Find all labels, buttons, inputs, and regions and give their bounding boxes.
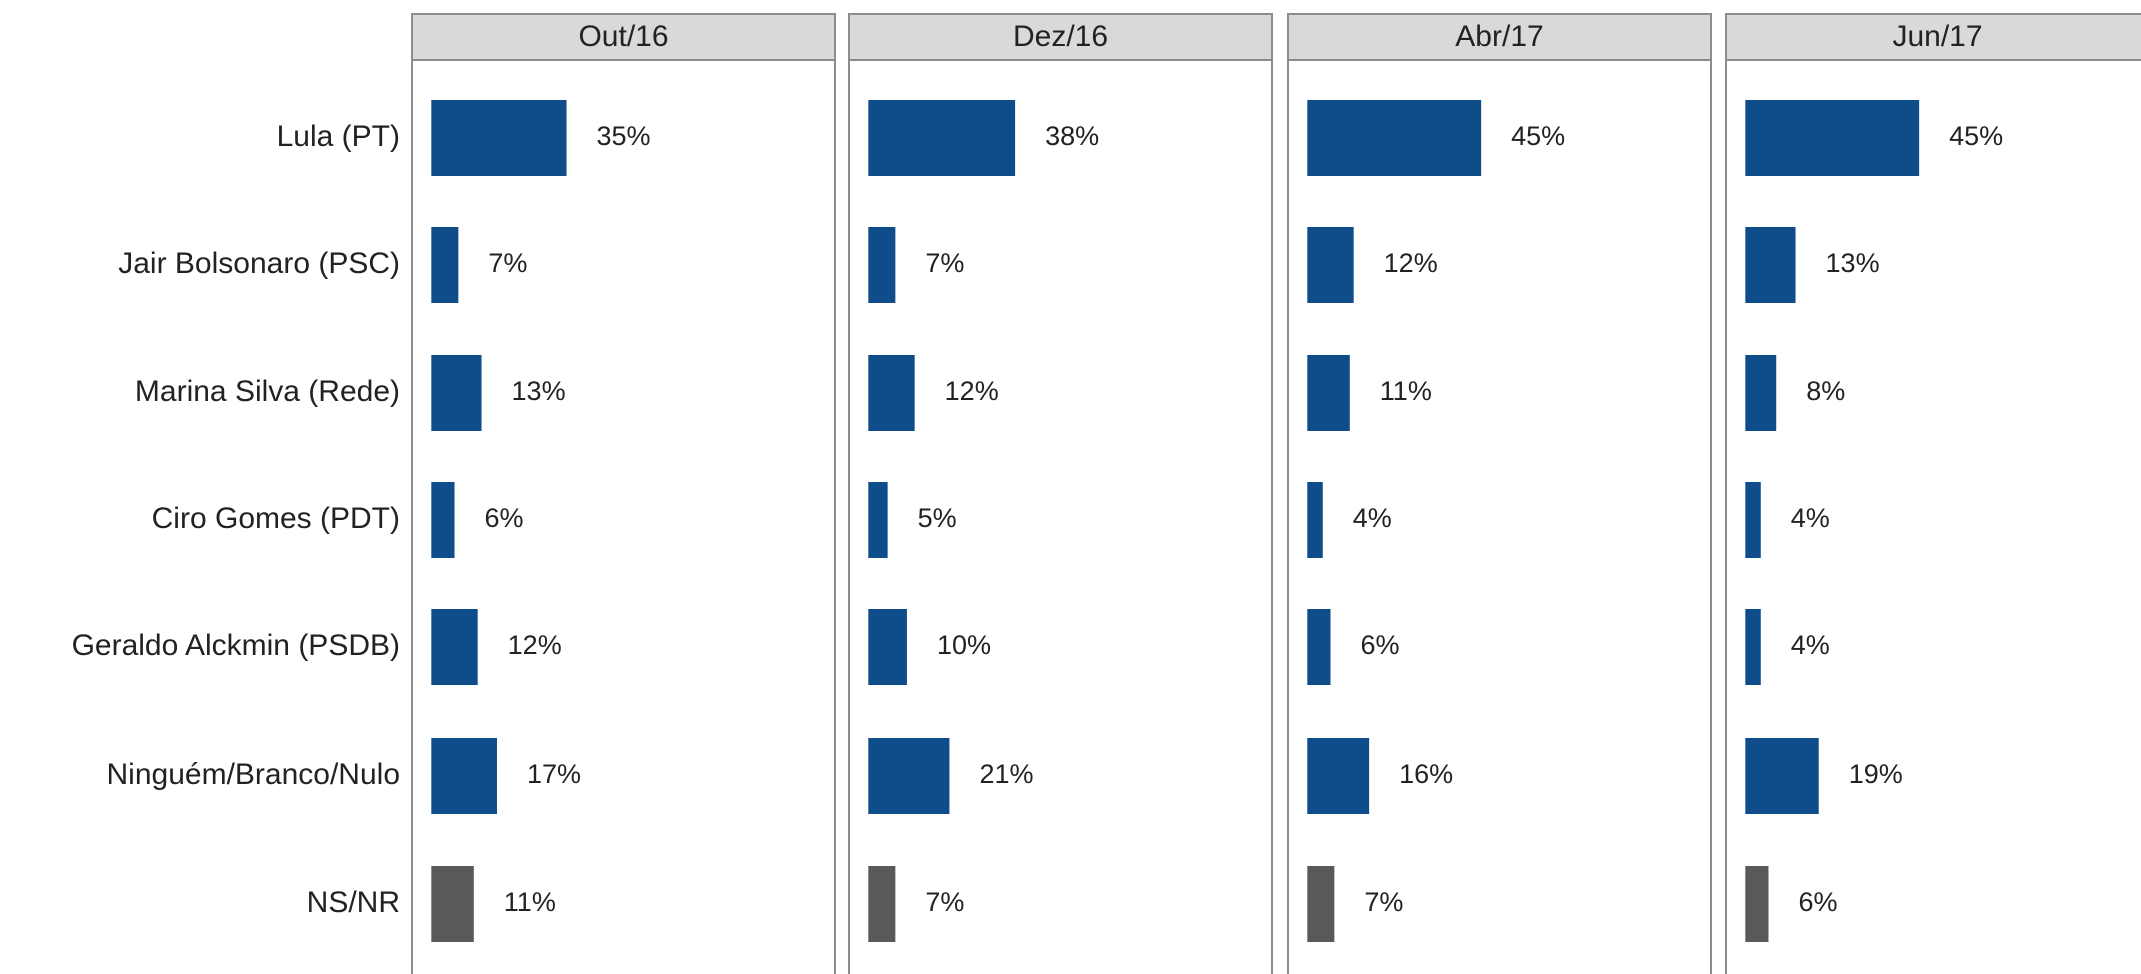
bar [868,482,888,558]
category-label: Lula (PT) [277,120,400,153]
value-label: 17% [527,759,581,789]
bar [431,227,459,303]
panel-header [848,13,1273,61]
bar [1745,866,1769,942]
panel-title: Out/16 [578,20,668,53]
value-label: 6% [1360,630,1399,660]
value-label: 4% [1353,503,1392,533]
bar [431,738,497,814]
category-label: Ciro Gomes (PDT) [152,502,400,535]
bar [431,609,478,685]
bar [1745,482,1761,558]
value-label: 45% [1949,121,2003,151]
value-label: 4% [1791,630,1830,660]
bar [431,866,474,942]
bar [1307,100,1482,176]
value-label: 12% [945,376,999,406]
bar [868,738,950,814]
value-label: 13% [512,376,566,406]
bar [1307,738,1370,814]
value-label: 5% [918,503,957,533]
category-label: Geraldo Alckmin (PSDB) [72,629,400,662]
value-label: 35% [597,121,651,151]
bar [1307,355,1350,431]
bar [431,355,482,431]
bar [1307,482,1323,558]
value-label: 6% [1798,887,1837,917]
value-label: 7% [488,248,527,278]
panel-header [1725,13,2141,61]
value-label: 12% [508,630,562,660]
bar [1307,609,1331,685]
panel-header [411,13,836,61]
value-label: 7% [925,248,964,278]
value-label: 11% [504,887,556,917]
value-label: 11% [1380,376,1432,406]
bar [868,609,907,685]
bar [1745,738,1819,814]
value-label: 16% [1399,759,1453,789]
value-label: 10% [937,630,991,660]
category-label: Jair Bolsonaro (PSC) [118,247,400,280]
value-label: 6% [484,503,523,533]
category-label: NS/NR [307,886,400,919]
panel-header [1287,13,1712,61]
value-label: 4% [1791,503,1830,533]
bar [1745,100,1920,176]
value-label: 38% [1045,121,1099,151]
value-label: 12% [1384,248,1438,278]
bar [1307,227,1354,303]
category-label: Ninguém/Branco/Nulo [107,758,400,791]
value-label: 13% [1826,248,1880,278]
bar [1745,609,1761,685]
panel-title: Abr/17 [1455,20,1543,53]
bar [1745,355,1777,431]
bar [868,227,896,303]
value-label: 8% [1806,376,1845,406]
bar [1307,866,1335,942]
bar [431,482,455,558]
bar [868,100,1016,176]
bar [431,100,567,176]
value-label: 7% [925,887,964,917]
bar [868,355,915,431]
panel-title: Dez/16 [1013,20,1108,53]
value-label: 45% [1511,121,1565,151]
bar [868,866,896,942]
value-label: 7% [1364,887,1403,917]
bar [1745,227,1796,303]
value-label: 21% [979,759,1033,789]
value-label: 19% [1849,759,1903,789]
category-label: Marina Silva (Rede) [135,375,400,408]
panel-title: Jun/17 [1892,20,1982,53]
